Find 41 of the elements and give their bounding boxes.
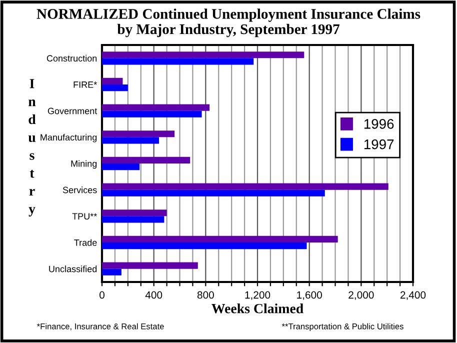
x-tick-label: 400	[145, 291, 162, 299]
bar	[102, 110, 202, 118]
x-tick-label: 800	[197, 291, 214, 299]
y-tick-label: Construction	[46, 54, 97, 62]
bar	[102, 104, 210, 111]
bar	[102, 216, 164, 223]
y-tick-label: Services	[62, 186, 97, 194]
y-tick-label: FIRE*	[74, 82, 97, 88]
bar	[102, 130, 175, 138]
bar	[102, 164, 140, 170]
bar	[102, 190, 325, 196]
bar	[102, 84, 128, 92]
bar	[102, 52, 304, 58]
bar	[102, 137, 160, 144]
y-tick-label: Trade	[74, 239, 97, 246]
x-tick-label: 0	[100, 291, 104, 299]
text: *Finance, Insurance & Real Estate	[36, 323, 164, 330]
bar	[102, 58, 254, 65]
y-axis-title: Industry	[28, 79, 36, 216]
bar	[102, 156, 190, 164]
y-tick-label: Unclassified	[49, 266, 97, 272]
x-tick-label: 1,600	[297, 291, 322, 300]
bar	[102, 183, 388, 190]
x-axis-title: Weeks Claimed	[212, 304, 304, 314]
y-tick-label: Manufacturing	[40, 134, 97, 142]
bar	[102, 262, 198, 269]
legend-label: 1997	[364, 139, 394, 150]
chart-title: NORMALIZED Continued Unemployment Insurance Claims by Major Industry, September 1997	[36, 8, 420, 38]
legend-label: 1996	[364, 119, 394, 129]
bar	[102, 78, 123, 84]
x-tick-label: 1,200	[245, 291, 270, 300]
y-tick-label: Government	[48, 108, 98, 114]
y-tick-label: TPU**	[72, 213, 97, 220]
bar	[102, 268, 122, 276]
y-tick-label: Mining	[71, 160, 97, 169]
x-tick-label: 2,400	[400, 291, 426, 300]
x-tick-label: 2,000	[348, 291, 374, 300]
text: **Transportation & Public Utilities	[282, 323, 404, 331]
bar	[102, 236, 338, 242]
bar	[102, 242, 307, 250]
bar	[102, 210, 167, 216]
